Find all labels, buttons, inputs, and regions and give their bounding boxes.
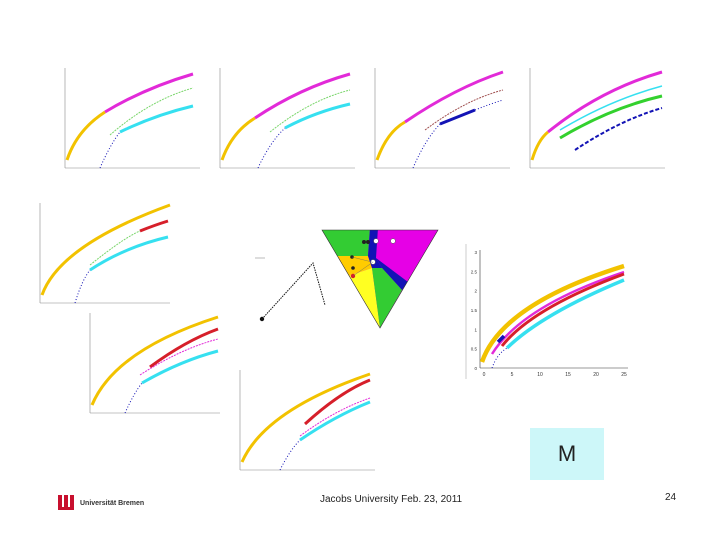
- plot-panel-1: [55, 60, 205, 175]
- phase-triangle-diagram: [320, 228, 440, 330]
- m-label: M: [557, 441, 577, 466]
- plot-panel-5: [30, 195, 175, 310]
- logo-text: Universität Bremen: [80, 499, 145, 507]
- footer-text: Jacobs University Feb. 23, 2011: [320, 494, 463, 505]
- black-path-diagram: [255, 255, 335, 325]
- x-tick-label: 25: [621, 372, 627, 378]
- y-tick-label: 2: [474, 289, 477, 294]
- plot-panel-6: [80, 305, 225, 420]
- page-number: 24: [665, 492, 677, 503]
- x-tick-label: 10: [537, 372, 543, 378]
- x-tick-label: 0: [483, 372, 486, 378]
- plot-panel-2: [210, 60, 360, 175]
- m-label-box: M: [530, 428, 604, 480]
- x-tick-label: 15: [565, 372, 571, 378]
- plot-panel-7: [230, 362, 380, 477]
- x-tick-label: 20: [593, 372, 599, 378]
- university-logo: Universität Bremen: [57, 493, 144, 513]
- plot-panel-3: [365, 60, 515, 175]
- main-plot: 0 0.5 1 1.5 2 2.5 3 0 5 10 15 20 25: [462, 244, 632, 379]
- y-tick-label: 1: [474, 327, 477, 332]
- plot-panel-4: [520, 60, 670, 175]
- y-tick-label: 1.5: [471, 308, 478, 313]
- x-tick-label: 5: [511, 372, 514, 378]
- y-tick-label: 3: [474, 250, 477, 255]
- y-tick-label: 0.5: [471, 347, 478, 352]
- y-tick-label: 0: [474, 366, 477, 371]
- university-logo-icon: [58, 495, 74, 510]
- y-tick-label: 2.5: [471, 269, 478, 274]
